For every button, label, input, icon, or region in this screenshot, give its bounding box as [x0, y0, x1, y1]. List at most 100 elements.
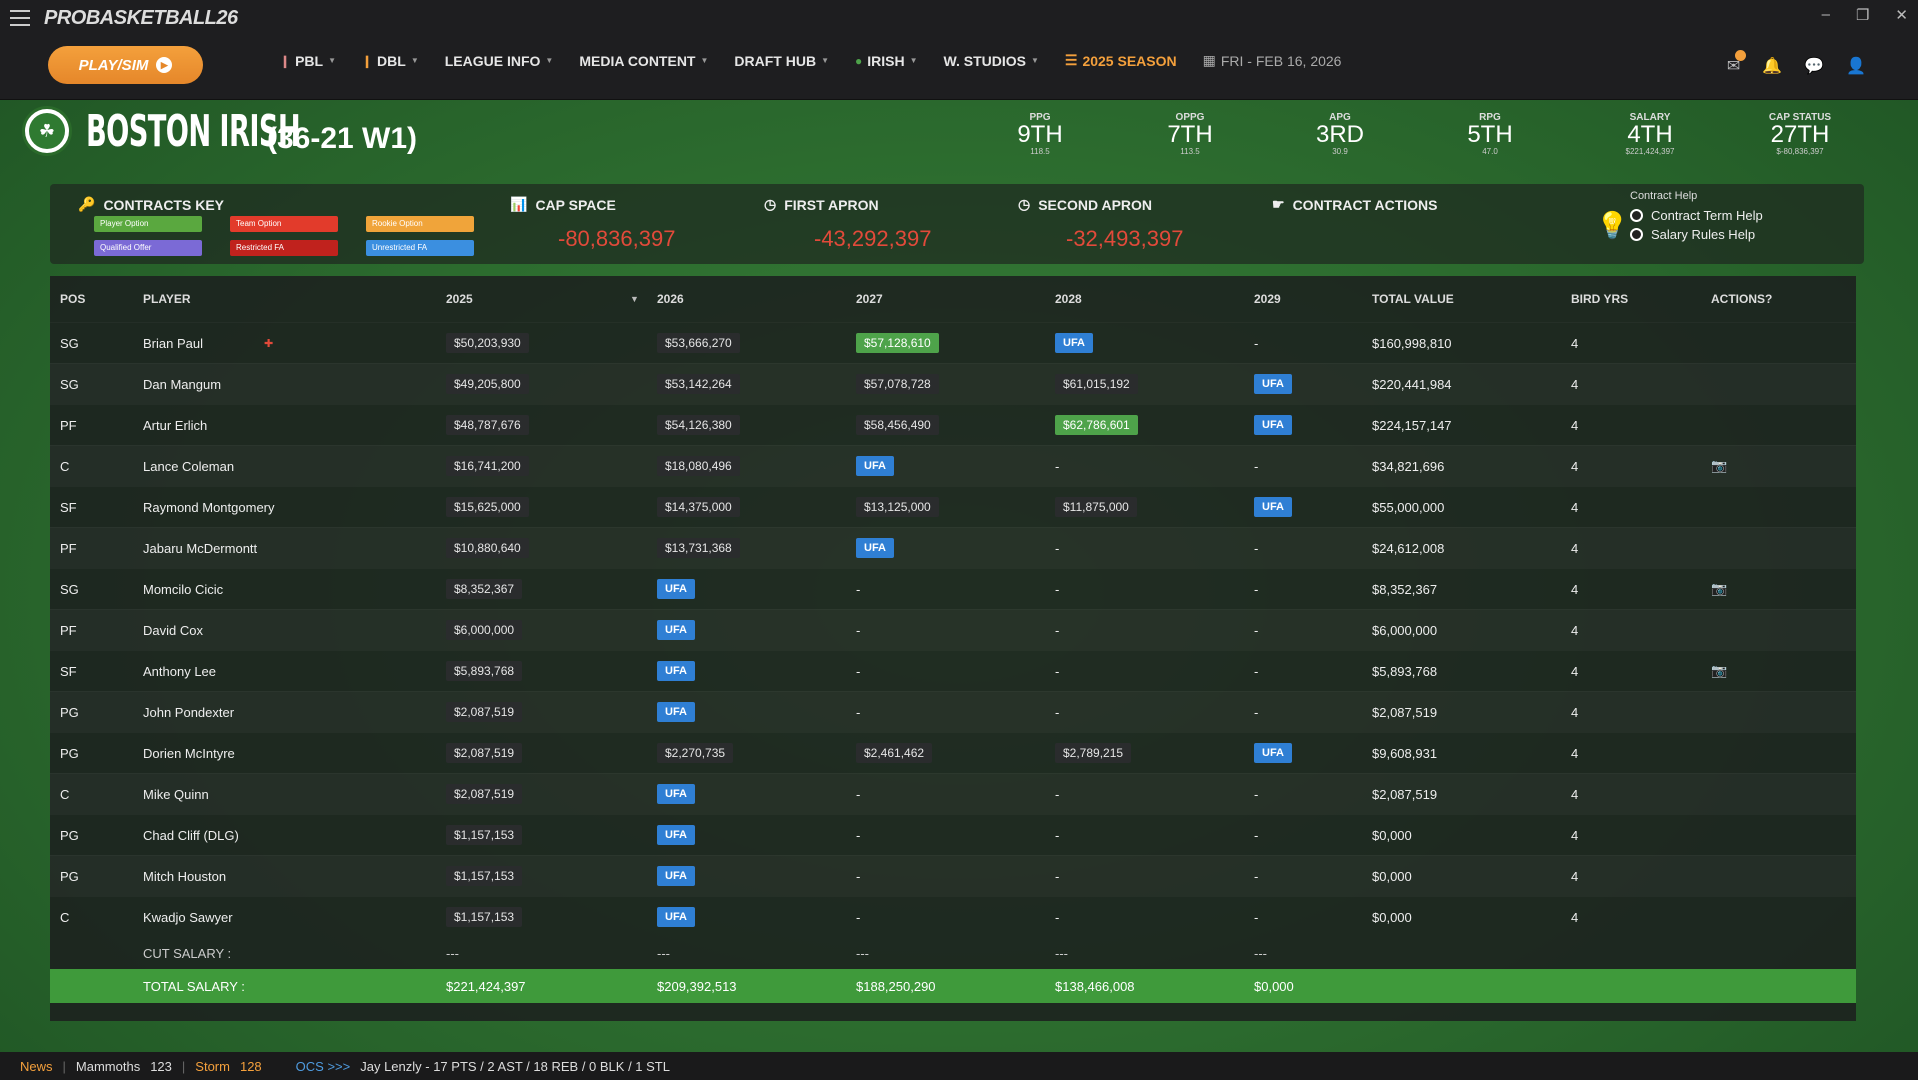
ufa-badge: UFA	[1254, 497, 1292, 517]
table-body: SG Brian Paul ✚ $50,203,930 $53,666,270 $57,1…	[50, 322, 1856, 937]
stat-sub: 118.5	[1030, 147, 1050, 156]
player-cell: Dorien McIntyre	[143, 745, 235, 761]
empty-cell: -	[856, 581, 861, 597]
restore-button[interactable]: ❐	[1855, 7, 1870, 24]
nav-media-content[interactable]: MEDIA CONTENT ▼	[579, 52, 708, 69]
header-actions[interactable]: ACTIONS?	[1711, 292, 1773, 306]
pbl-icon: ❙	[280, 53, 291, 68]
total-cell: $55,000,000	[1372, 499, 1445, 515]
table-row[interactable]: PF Artur Erlich $48,787,676 $54,126,380 $58,…	[50, 404, 1856, 445]
ufa-badge: UFA	[657, 661, 695, 681]
pos-cell: SF	[60, 663, 77, 679]
team-header: ☘ BOSTON IRISH (36-21 W1) PPG 9TH 118.5 OP…	[0, 100, 1918, 180]
chevron-down-icon: ▼	[700, 56, 709, 65]
table-row[interactable]: SF Anthony Lee $5,893,768 UFA - - - $5,893,768 4…	[50, 650, 1856, 691]
nav-w-studios[interactable]: W. STUDIOS ▼	[944, 52, 1039, 69]
app-logo: PROBASKETBALL26	[44, 7, 238, 29]
calendar-icon: ▦	[1202, 52, 1216, 68]
sort-down-icon[interactable]: ▼	[630, 294, 639, 304]
table-row[interactable]: SG Momcilo Cicic $8,352,367 UFA - - - $8,352,36…	[50, 568, 1856, 609]
header-2026[interactable]: 2026	[657, 292, 684, 306]
header-2028[interactable]: 2028	[1055, 292, 1082, 306]
contract-term-help[interactable]: Contract Term Help	[1630, 208, 1763, 223]
table-row[interactable]: PG Chad Cliff (DLG) $1,157,153 UFA - - - $0,000…	[50, 814, 1856, 855]
stat-salary: SALARY 4TH $221,424,397	[1605, 112, 1695, 156]
cut-salary-row: CUT SALARY : --- --- --- --- ---	[50, 937, 1856, 969]
ufa-badge: UFA	[856, 456, 894, 476]
team-record: (36-21 W1)	[267, 122, 418, 155]
chevron-down-icon: ▼	[821, 56, 829, 65]
header-2029[interactable]: 2029	[1254, 292, 1281, 306]
bell-icon[interactable]: 🔔	[1762, 58, 1783, 75]
table-row[interactable]: PG John Pondexter $2,087,519 UFA - - - $2,087,5…	[50, 691, 1856, 732]
salary-cell: $2,789,215	[1055, 743, 1132, 763]
camera-icon[interactable]: 📷	[1711, 581, 1728, 596]
player-cell: Kwadjo Sawyer	[143, 909, 233, 925]
header-2027[interactable]: 2027	[856, 292, 883, 306]
news-label[interactable]: News	[20, 1058, 53, 1074]
ticker-divider: |	[62, 1058, 66, 1074]
nav-season[interactable]: ☰ 2025 SEASON	[1065, 52, 1177, 69]
table-row[interactable]: C Lance Coleman $16,741,200 $18,080,496 UFA -…	[50, 445, 1856, 486]
table-row[interactable]: SG Dan Mangum $49,205,800 $53,142,264 $57,07…	[50, 363, 1856, 404]
stat-oppg: OPPG 7TH 113.5	[1145, 112, 1235, 156]
minimize-button[interactable]: –	[1821, 6, 1830, 23]
team-logo: ☘	[22, 106, 72, 156]
ticker-team1: Mammoths	[75, 1058, 141, 1074]
clock-icon: ◷	[764, 196, 777, 212]
stat-value: 3RD	[1315, 121, 1364, 148]
info-panel: 🔑 CONTRACTS KEY Player Option Team Option…	[50, 184, 1864, 264]
nav-dbl[interactable]: ❙ DBL ▼	[362, 52, 419, 69]
camera-icon[interactable]: 📷	[1711, 458, 1728, 473]
header-player[interactable]: PLAYER	[143, 292, 191, 306]
total-salary-label: TOTAL SALARY :	[143, 978, 245, 994]
avatar-icon[interactable]: 👤	[1846, 58, 1866, 75]
close-button[interactable]: ✕	[1895, 7, 1908, 24]
nav-irish[interactable]: ● IRISH ▼	[855, 52, 918, 69]
table-row[interactable]: PF David Cox $6,000,000 UFA - - - $6,000,000 4	[50, 609, 1856, 650]
header-total-value[interactable]: TOTAL VALUE	[1372, 292, 1454, 306]
nav-league-info[interactable]: LEAGUE INFO ▼	[445, 52, 554, 69]
stat-label: OPPG	[1175, 112, 1205, 123]
table-row[interactable]: SF Raymond Montgomery $15,625,000 $14,375,0…	[50, 486, 1856, 527]
chat-icon[interactable]: 💬	[1804, 58, 1825, 75]
stat-sub: 113.5	[1180, 147, 1200, 156]
empty-cell: -	[1254, 868, 1259, 884]
table-row[interactable]: PG Mitch Houston $1,157,153 UFA - - - $0,000 4	[50, 855, 1856, 896]
first-apron-label: FIRST APRON	[784, 196, 879, 213]
table-row[interactable]: PF Jabaru McDermontt $10,880,640 $13,731,36…	[50, 527, 1856, 568]
salary-rules-help[interactable]: Salary Rules Help	[1630, 227, 1763, 242]
ufa-badge: UFA	[657, 702, 695, 722]
ufa-badge: UFA	[657, 579, 695, 599]
play-sim-button[interactable]: PLAY/SIM ▶	[48, 46, 203, 84]
nav-pbl[interactable]: ❙ PBL ▼	[280, 52, 336, 69]
header-2025[interactable]: 2025	[446, 292, 473, 306]
total-salary-2028: $138,466,008	[1055, 978, 1135, 994]
ufa-badge: UFA	[1055, 333, 1093, 353]
contract-actions-button[interactable]: ☛ CONTRACT ACTIONS	[1272, 196, 1437, 213]
header-bird-yrs[interactable]: BIRD YRS	[1571, 292, 1629, 306]
table-row[interactable]: PG Dorien McIntyre $2,087,519 $2,270,735 $2,…	[50, 732, 1856, 773]
header-pos[interactable]: POS	[60, 292, 86, 306]
nav-draft-hub[interactable]: DRAFT HUB ▼	[734, 52, 829, 69]
bird-cell: 4	[1571, 704, 1579, 720]
key-team-option: Team Option	[230, 216, 338, 232]
shamrock-icon: ☘	[29, 113, 65, 149]
salary-cell: $49,205,800	[446, 374, 529, 394]
table-row[interactable]: SG Brian Paul ✚ $50,203,930 $53,666,270 $57,1…	[50, 322, 1856, 363]
camera-icon[interactable]: 📷	[1711, 663, 1728, 678]
table-row[interactable]: C Kwadjo Sawyer $1,157,153 UFA - - - $0,000 4	[50, 896, 1856, 937]
nav-date[interactable]: ▦ FRI - FEB 16, 2026	[1203, 52, 1342, 69]
empty-cell: -	[856, 622, 861, 638]
mail-icon[interactable]: ✉	[1727, 50, 1747, 76]
key-qualified-offer: Qualified Offer	[94, 240, 202, 256]
total-cell: $6,000,000	[1372, 622, 1438, 638]
dbl-icon: ❙	[361, 53, 373, 68]
list-icon: ☰	[1064, 52, 1078, 68]
empty-cell: -	[856, 704, 861, 720]
top-icons: ✉ 🔔 💬 👤	[1727, 50, 1866, 76]
menu-icon[interactable]	[10, 10, 30, 26]
table-row[interactable]: C Mike Quinn $2,087,519 UFA - - - $2,087,519 4	[50, 773, 1856, 814]
nav-irish-label: IRISH	[867, 52, 905, 69]
salary-cell: $14,375,000	[657, 497, 740, 517]
